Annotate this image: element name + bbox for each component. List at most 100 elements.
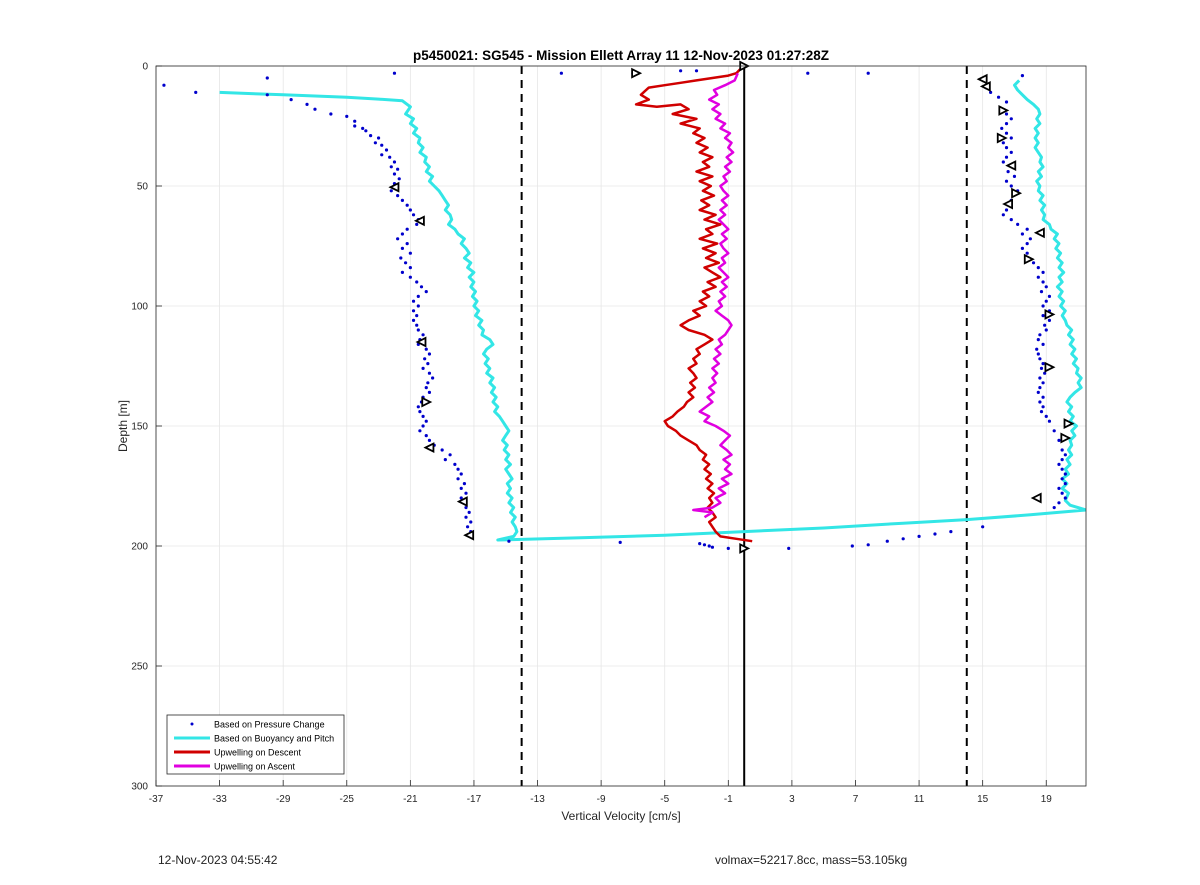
pressure-point xyxy=(345,114,349,118)
pressure-point xyxy=(1025,251,1029,255)
pressure-point xyxy=(707,544,711,548)
ascent-marker xyxy=(998,104,1010,116)
x-tick-label: -1 xyxy=(724,794,733,805)
ascent-marker xyxy=(1044,308,1056,320)
pressure-point xyxy=(1016,222,1020,226)
pressure-point xyxy=(1060,467,1064,471)
pressure-point xyxy=(787,546,791,551)
pressure-point xyxy=(400,198,405,202)
pressure-point xyxy=(329,112,333,116)
y-axis-label: Depth [m] xyxy=(116,400,130,452)
pressure-point xyxy=(265,93,269,97)
pressure-point xyxy=(411,309,416,313)
pressure-point xyxy=(427,390,432,394)
pressure-point xyxy=(265,76,269,80)
pressure-point xyxy=(1041,342,1045,346)
pressure-point xyxy=(415,280,419,284)
y-tick-label: 50 xyxy=(137,182,149,193)
x-tick-label: 11 xyxy=(914,794,925,805)
pressure-point xyxy=(1039,410,1044,414)
pressure-point xyxy=(866,71,870,75)
pressure-point xyxy=(866,543,870,547)
pressure-point xyxy=(1035,347,1039,351)
pressure-point xyxy=(933,532,937,536)
pressure-point xyxy=(416,328,420,332)
y-tick-label: 100 xyxy=(131,302,148,313)
pressure-point xyxy=(1063,496,1067,500)
pressure-point xyxy=(464,515,468,519)
pressure-point xyxy=(424,419,428,423)
pressure-point xyxy=(1052,429,1056,433)
legend-ascent-label: Upwelling on Ascent xyxy=(214,762,296,772)
y-tick-labels: 0 50 100 150 200 250 300 xyxy=(131,62,148,793)
pressure-point xyxy=(1039,366,1044,370)
pressure-point xyxy=(1031,261,1036,265)
pressure-point xyxy=(1060,458,1064,462)
pressure-point xyxy=(369,134,373,138)
descent-marker xyxy=(463,529,475,541)
ascent-marker xyxy=(739,542,751,554)
pressure-point xyxy=(1060,448,1064,452)
pressure-point xyxy=(415,323,419,327)
x-tick-label: 15 xyxy=(977,794,989,805)
pressure-point xyxy=(949,530,953,534)
pressure-point xyxy=(1028,237,1032,241)
descent-marker xyxy=(1002,198,1014,210)
descent-marker xyxy=(1005,160,1017,172)
pressure-point xyxy=(1004,131,1009,135)
markers-layer xyxy=(388,60,1075,554)
pressure-point xyxy=(459,486,463,490)
ascent-marker xyxy=(996,132,1008,144)
pressure-point xyxy=(1038,400,1042,404)
y-tick-label: 0 xyxy=(142,62,148,73)
pressure-point xyxy=(427,371,432,375)
pressure-point xyxy=(408,208,412,212)
series-upwelling-ascent xyxy=(692,72,739,519)
ascent-marker xyxy=(1063,418,1075,430)
pressure-point xyxy=(1039,290,1044,294)
pressure-point xyxy=(1057,501,1061,505)
pressure-point xyxy=(1063,453,1067,457)
pressure-point xyxy=(885,539,889,543)
pressure-point xyxy=(1004,100,1009,104)
x-axis-label: Vertical Velocity [cm/s] xyxy=(561,809,680,823)
legend-box xyxy=(166,714,345,775)
pressure-point xyxy=(1038,376,1042,380)
pressure-point xyxy=(1036,390,1040,394)
pressure-point xyxy=(1044,328,1048,332)
pressure-point xyxy=(411,318,416,322)
x-tick-label: -37 xyxy=(149,794,164,805)
descent-marker xyxy=(413,215,425,227)
pressure-point xyxy=(392,160,397,164)
pressure-point xyxy=(996,95,1001,99)
x-tick-label: -25 xyxy=(340,794,355,805)
pressure-point xyxy=(806,71,810,75)
pressure-point xyxy=(427,438,432,442)
descent-marker xyxy=(388,181,400,193)
pressure-point xyxy=(380,143,384,147)
pressure-point xyxy=(1060,491,1064,495)
pressure-point xyxy=(289,98,293,102)
pressure-point xyxy=(1004,179,1009,183)
pressure-point xyxy=(726,546,730,551)
pressure-point xyxy=(1041,280,1045,284)
descent-marker xyxy=(1033,227,1045,239)
pressure-point xyxy=(1052,506,1056,510)
pressure-point xyxy=(426,381,430,385)
pressure-point xyxy=(1009,150,1013,154)
pressure-point xyxy=(710,545,715,549)
pressure-point xyxy=(981,525,985,529)
y-tick-label: 200 xyxy=(131,542,148,553)
pressure-point xyxy=(1036,338,1040,342)
ascent-marker xyxy=(1044,361,1056,373)
pressure-point xyxy=(1047,294,1052,298)
pressure-point xyxy=(1004,146,1009,150)
reference-lines xyxy=(520,66,968,786)
pressure-point xyxy=(416,304,420,308)
descent-marker xyxy=(456,496,468,508)
pressure-point xyxy=(1001,213,1005,217)
descent-marker xyxy=(979,80,991,92)
pressure-point xyxy=(1063,482,1067,486)
pressure-point xyxy=(698,542,702,546)
